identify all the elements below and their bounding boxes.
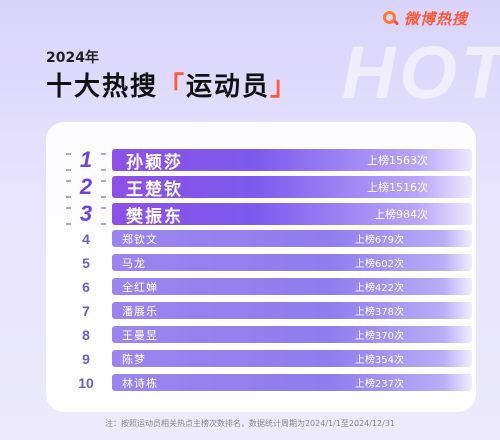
rank-number: 5 <box>82 254 90 271</box>
page-title: 十大热搜 「 运动员 」 <box>46 66 298 103</box>
bracket-open: 「 <box>158 72 187 102</box>
ranking-bar: 潘展乐 上榜378次 <box>112 302 472 319</box>
rank-number: 3 <box>60 201 112 227</box>
ranking-row[interactable]: 3 樊振东 上榜984次 <box>60 201 472 227</box>
hot-count: 上榜984次 <box>374 208 428 221</box>
hot-count: 上榜1563次 <box>367 154 428 167</box>
title-topic: 运动员 <box>186 72 271 102</box>
hot-watermark: HOT <box>341 31 500 114</box>
rank-number: 1 <box>60 147 112 173</box>
ranking-row[interactable]: 2 王楚钦 上榜1516次 <box>60 174 472 200</box>
title-prefix: 十大热搜 <box>46 72 159 102</box>
ranking-bar: 全红婵 上榜422次 <box>112 278 472 295</box>
ranking-bar: 陈梦 上榜354次 <box>112 350 472 367</box>
footnote: 注：按照运动员相关热点主榜次数排名，数据统计周期为2024/1/1至2024/1… <box>104 419 396 428</box>
ranking-row[interactable]: 1 孙颖莎 上榜1563次 <box>60 147 472 173</box>
athlete-name: 孙颖莎 <box>126 152 183 172</box>
hot-count: 上榜422次 <box>354 283 404 294</box>
ranking-bar: 王楚钦 上榜1516次 <box>112 176 472 198</box>
brand-name: 微博热搜 <box>403 10 468 28</box>
ranking-bar: 孙颖莎 上榜1563次 <box>112 149 472 171</box>
athlete-name: 樊振东 <box>126 206 183 226</box>
rank-number: 4 <box>82 230 90 247</box>
athlete-name: 郑钦文 <box>122 232 158 246</box>
ranking-row[interactable]: 8 王曼昱 上榜370次 <box>60 326 472 343</box>
search-icon <box>382 10 400 28</box>
ranking-bar: 樊振东 上榜984次 <box>112 203 472 225</box>
rank-number: 9 <box>82 350 90 367</box>
ranking-row[interactable]: 4 郑钦文 上榜679次 <box>60 230 472 247</box>
ranking-row[interactable]: 10 林诗栋 上榜237次 <box>60 374 472 391</box>
ranking-bar: 王曼昱 上榜370次 <box>112 326 472 343</box>
rank-number: 8 <box>82 326 90 343</box>
athlete-name: 全红婵 <box>122 280 158 294</box>
year-label: 2024年 <box>46 50 99 66</box>
hot-count: 上榜370次 <box>354 331 404 342</box>
ranking-bar: 马龙 上榜602次 <box>112 254 472 271</box>
bracket-close: 」 <box>270 72 299 102</box>
hot-count: 上榜679次 <box>354 235 404 246</box>
athlete-name: 林诗栋 <box>122 376 158 390</box>
hot-count: 上榜354次 <box>354 355 404 366</box>
athlete-name: 陈梦 <box>122 352 146 366</box>
hot-count: 上榜1516次 <box>367 181 428 194</box>
ranking-bar: 林诗栋 上榜237次 <box>112 374 472 391</box>
hot-count: 上榜237次 <box>354 379 404 390</box>
ranking-row[interactable]: 6 全红婵 上榜422次 <box>60 278 472 295</box>
athlete-name: 潘展乐 <box>122 304 158 318</box>
rank-number: 2 <box>60 174 112 200</box>
ranking-row[interactable]: 7 潘展乐 上榜378次 <box>60 302 472 319</box>
ranking-bar: 郑钦文 上榜679次 <box>112 230 472 247</box>
ranking-row[interactable]: 9 陈梦 上榜354次 <box>60 350 472 367</box>
hot-count: 上榜378次 <box>354 307 404 318</box>
athlete-name: 马龙 <box>122 256 146 270</box>
weibo-hot-search-logo: 微博热搜 <box>382 8 468 29</box>
rank-number: 6 <box>82 278 90 295</box>
rank-number: 10 <box>78 374 94 391</box>
hot-count: 上榜602次 <box>354 259 404 270</box>
athlete-name: 王楚钦 <box>126 179 183 199</box>
rank-number: 7 <box>82 302 90 319</box>
athlete-name: 王曼昱 <box>122 328 158 342</box>
ranking-row[interactable]: 5 马龙 上榜602次 <box>60 254 472 271</box>
